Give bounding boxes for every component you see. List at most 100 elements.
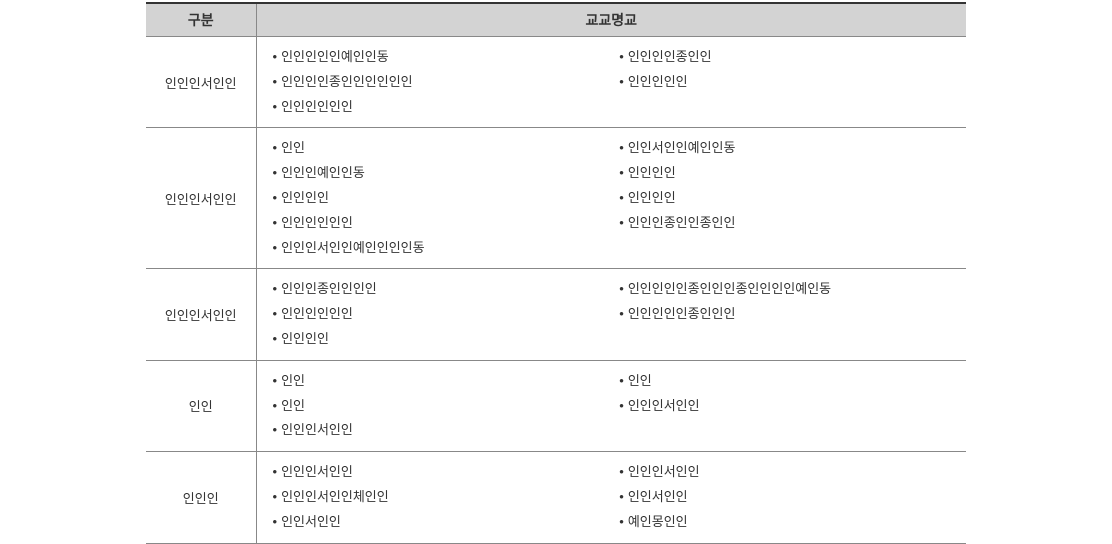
item-text: 인인 [281,140,305,155]
col-right: •인인인인인종인인인종인인인인예인동 •인인인인인종인인인 [611,277,958,351]
item-text: 인인 [281,373,305,388]
item-text: 예인몽인인 [628,514,688,529]
table-container: 구분 교교명교 인인인서인인 •인인인인인예인인동 •인인인인종인인인인인인 •… [146,0,966,544]
bullet-icon: • [619,72,624,93]
item-text: 인인인서인인예인인인인동 [281,240,425,255]
item-text: 인인 [281,398,305,413]
bullet-icon: • [619,487,624,508]
bullet-icon: • [619,47,624,68]
table-header: 구분 교교명교 [146,3,966,37]
header-row: 구분 교교명교 [146,3,966,37]
item-text: 인인인서인인체인인 [281,489,389,504]
table-row: 인인인서인인 •인인 •인인인예인인동 •인인인인 •인인인인인인 •인인인서인… [146,128,966,269]
col-left: •인인인인인예인인동 •인인인인종인인인인인인 •인인인인인인 [265,45,612,119]
item-text: 인인서인인 [628,489,688,504]
list-item: • 인인인인 [611,161,958,186]
two-col: •인인인인인예인인동 •인인인인종인인인인인인 •인인인인인인 •인인인인종인인… [265,45,959,119]
list-item: •인인 [265,394,612,419]
row-content: •인인인인인예인인동 •인인인인종인인인인인인 •인인인인인인 •인인인인종인인… [256,37,966,128]
table-row: 인인인서인인 •인인인종인인인인 •인인인인인인 •인인인인 •인인인인인종인인… [146,269,966,360]
item-text: 인인인인인 [628,74,688,89]
bullet-icon: • [273,72,278,93]
bullet-icon: • [273,238,278,259]
list-item: •인인인인종인인인인인인 [265,70,612,95]
list-item: • 예인몽인인 [611,510,958,535]
row-label: 인인인서인인 [146,269,256,360]
list-item: • 인인서인인예인인동 [611,136,958,161]
list-item: •인인인서인인 [611,460,958,485]
list-item: •인인인서인인체인인 [265,485,612,510]
row-content: •인인인서인인 •인인인서인인체인인 •인인서인인 •인인인서인인 •인인서인인… [256,452,966,543]
bullet-icon: • [619,512,624,533]
list-item: • 인인인인종인인 [611,45,958,70]
item-text: 인인인인인예인인동 [281,49,389,64]
item-text: 인인인인인종인인인종인인인인예인동 [628,281,831,296]
list-item: •인인인서인인예인인인인동 [265,236,612,261]
two-col: •인인 •인인인예인인동 •인인인인 •인인인인인인 •인인인서인인예인인인인동… [265,136,959,260]
item-text: 인인서인인 [281,514,341,529]
bullet-icon: • [619,138,624,159]
bullet-icon: • [619,304,624,325]
bullet-icon: • [273,279,278,300]
col-right: • 인인인인종인인 • 인인인인인 [611,45,958,119]
item-text: 인인인인인인 [281,215,353,230]
two-col: •인인인서인인 •인인인서인인체인인 •인인서인인 •인인인서인인 •인인서인인… [265,460,959,534]
item-text: 인인인인인인 [281,306,353,321]
item-text: 인인인인 [628,190,676,205]
bullet-icon: • [273,396,278,417]
row-label: 인인 [146,360,256,451]
bullet-icon: • [273,163,278,184]
item-text: 인인인인종인인 [628,49,712,64]
bullet-icon: • [619,396,624,417]
list-item: •인인인인인인 [265,211,612,236]
list-item: •인인인종인인종인인 [611,211,958,236]
bullet-icon: • [273,329,278,350]
item-text: 인인인종인인종인인 [628,215,736,230]
list-item: •인인 [265,369,612,394]
list-item: • 인인인인인 [611,70,958,95]
two-col: •인인 •인인 •인인인서인인 •인인 •인인인서인인 [265,369,959,443]
list-item: •인인인서인인 [265,460,612,485]
list-item: • 인인서인인 [611,485,958,510]
list-item: •인인서인인 [265,510,612,535]
row-label: 인인인서인인 [146,128,256,269]
list-item: •인인인인인종인인인종인인인인예인동 [611,277,958,302]
bullet-icon: • [619,462,624,483]
col-left: •인인인종인인인인 •인인인인인인 •인인인인 [265,277,612,351]
item-text: 인인인예인인동 [281,165,365,180]
list-item: •인인인인인인 [265,95,612,120]
col-right: •인인인서인인 • 인인서인인 • 예인몽인인 [611,460,958,534]
table-row: 인인인 •인인인서인인 •인인인서인인체인인 •인인서인인 •인인인서인인 •인… [146,452,966,543]
list-item: •인인인인인예인인동 [265,45,612,70]
two-col: •인인인종인인인인 •인인인인인인 •인인인인 •인인인인인종인인인종인인인인예… [265,277,959,351]
list-item: •인인인인 [611,186,958,211]
header-col2: 교교명교 [256,3,966,37]
item-text: 인인인종인인인인 [281,281,377,296]
bullet-icon: • [273,371,278,392]
row-label: 인인인 [146,452,256,543]
item-text: 인인인인 [281,331,329,346]
list-item: •인인인예인인동 [265,161,612,186]
col-left: •인인인서인인 •인인인서인인체인인 •인인서인인 [265,460,612,534]
item-text: 인인인인 [628,165,676,180]
data-table: 구분 교교명교 인인인서인인 •인인인인인예인인동 •인인인인종인인인인인인 •… [146,2,966,544]
list-item: •인인 [265,136,612,161]
col-left: •인인 •인인인예인인동 •인인인인 •인인인인인인 •인인인서인인예인인인인동 [265,136,612,260]
bullet-icon: • [273,487,278,508]
bullet-icon: • [619,163,624,184]
list-item: •인인인인 [265,327,612,352]
bullet-icon: • [273,420,278,441]
item-text: 인인인인종인인인인인인 [281,74,413,89]
col-right: • 인인서인인예인인동 • 인인인인 • 인인인인 •인인인종인인종인인 [611,136,958,260]
item-text: 인인인서인인 [628,398,700,413]
bullet-icon: • [273,138,278,159]
list-item: •인인인인인종인인인 [611,302,958,327]
col-right: •인인 •인인인서인인 [611,369,958,443]
row-content: •인인 •인인 •인인인서인인 •인인 •인인인서인인 [256,360,966,451]
bullet-icon: • [273,512,278,533]
table-body: 인인인서인인 •인인인인인예인인동 •인인인인종인인인인인인 •인인인인인인 •… [146,37,966,544]
item-text: 인인인인인인 [281,99,353,114]
item-text: 인인 [628,373,652,388]
item-text: 인인서인인예인인동 [628,140,736,155]
bullet-icon: • [273,188,278,209]
